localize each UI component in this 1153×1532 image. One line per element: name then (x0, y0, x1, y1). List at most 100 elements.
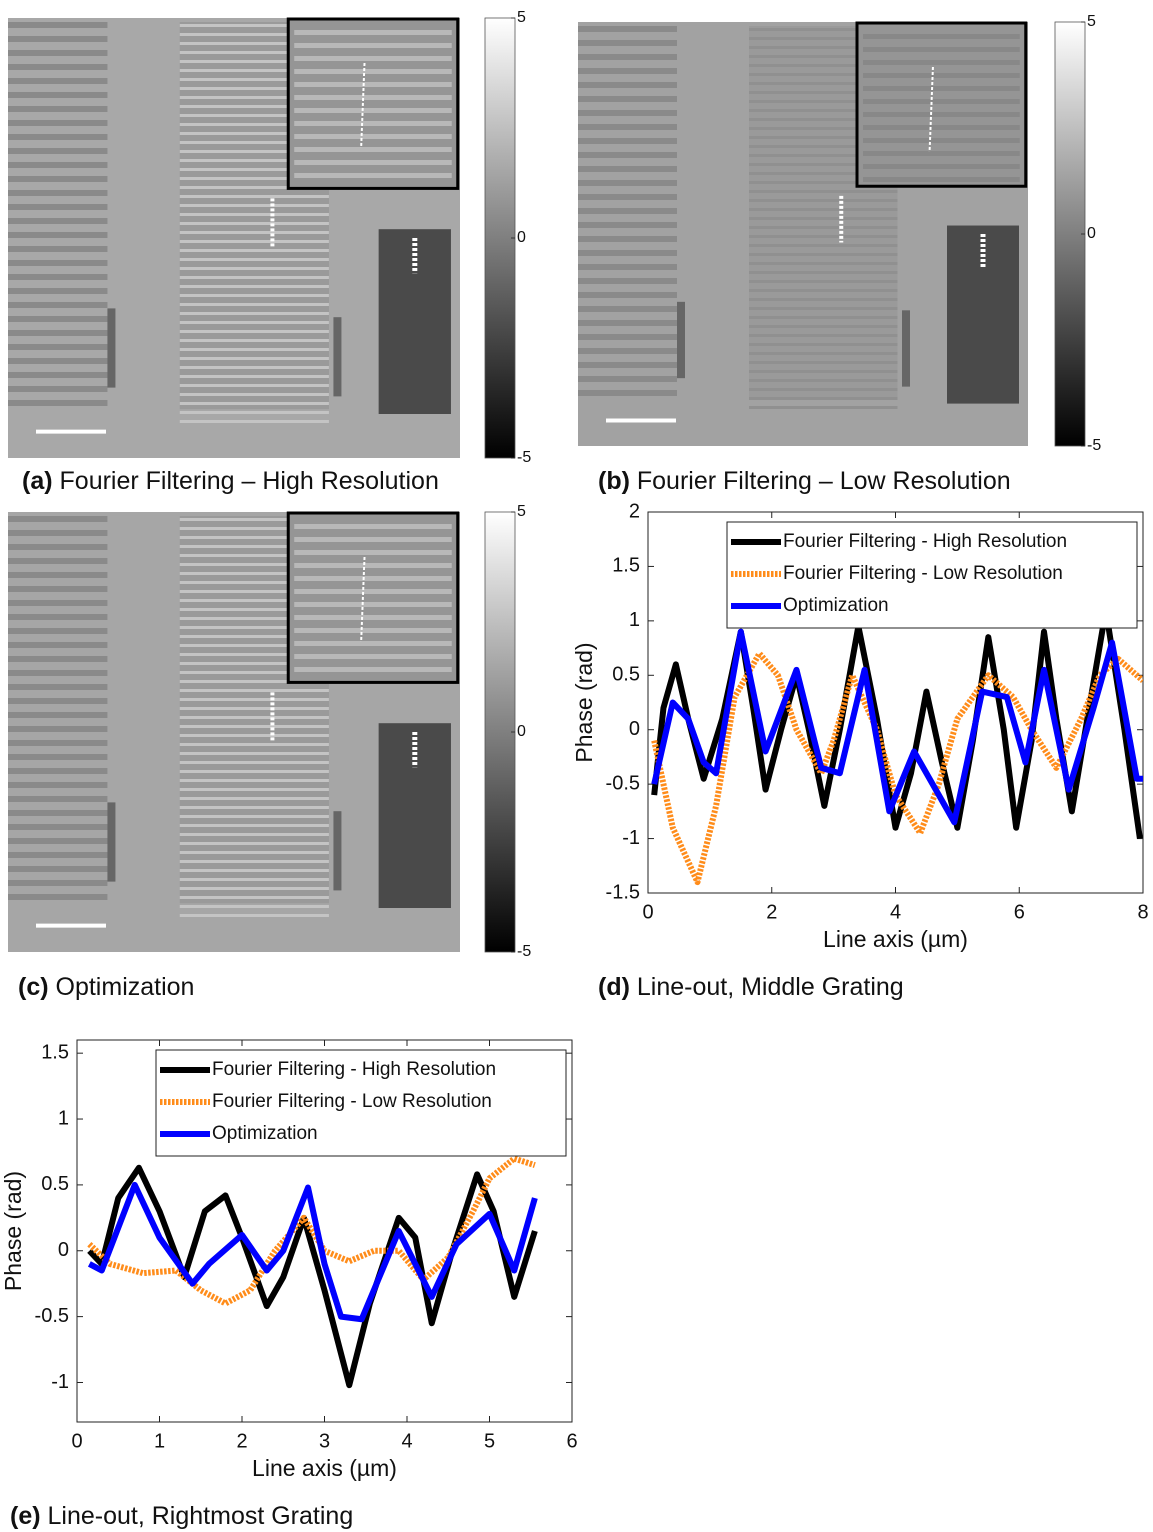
grating-bar (179, 671, 329, 674)
inset-marker (928, 66, 934, 153)
grating-bar (749, 244, 898, 247)
grating-bar (8, 684, 108, 690)
grating-bar (179, 339, 329, 342)
grating-bar (179, 141, 329, 144)
grating-bar (8, 134, 108, 140)
grating-bar (749, 208, 898, 211)
grating-bar (179, 204, 329, 207)
grating-bar (179, 869, 329, 872)
grating-bar (179, 411, 329, 414)
grating-bar (749, 397, 898, 400)
grating-bar (749, 289, 898, 292)
grating-bar (749, 262, 898, 265)
grating-bar (749, 325, 898, 328)
grating-bar (8, 768, 108, 774)
grating-bar (578, 124, 677, 130)
grating-bar (749, 280, 898, 283)
dark-grating (947, 225, 1019, 404)
grating-bar (179, 105, 329, 108)
grating-bar (179, 375, 329, 378)
grating-bar (8, 880, 108, 886)
grating-bar (8, 712, 108, 718)
grating-bar (749, 172, 898, 175)
x-tick-label: 6 (1014, 901, 1025, 923)
colorbar-tick-label: 0 (517, 229, 526, 246)
grating-bar (749, 352, 898, 355)
y-axis-label: Phase (rad) (0, 1171, 26, 1291)
grating-bar (179, 824, 329, 827)
grating-bar (179, 303, 329, 306)
grating-bar (749, 226, 898, 229)
grating-bar (179, 420, 329, 423)
inset-bar (294, 69, 452, 74)
inset-bar (294, 121, 452, 126)
grating-bar (8, 544, 108, 550)
legend-box (726, 521, 1138, 629)
grating-bar (179, 680, 329, 683)
grating-bar (8, 64, 108, 70)
caption: (d) Line-out, Middle Grating (598, 973, 904, 1001)
y-tick-label: -1.5 (606, 881, 640, 903)
defect (107, 802, 116, 882)
grating-bar (578, 166, 677, 172)
grating-bar (749, 73, 898, 76)
grating-bar (749, 235, 898, 238)
grating-bar (8, 120, 108, 126)
inset-bar (294, 160, 452, 165)
grating-bar (578, 250, 677, 256)
grating-bar (578, 348, 677, 354)
x-tick-label: 2 (236, 1430, 247, 1452)
grating-bar (179, 213, 329, 216)
grating-bar (578, 96, 677, 102)
grating-bar (179, 725, 329, 728)
grating-bar (179, 366, 329, 369)
inset-bar (294, 563, 452, 568)
inset-bar (294, 641, 452, 646)
grating-bar (179, 240, 329, 243)
grating-bar (8, 698, 108, 704)
grating-bar (8, 330, 108, 336)
grating-bar (179, 734, 329, 737)
grating-bar (749, 145, 898, 148)
grating-bar (749, 127, 898, 130)
grating-bar (179, 653, 329, 656)
grating-bar (8, 36, 108, 42)
dark-grating (378, 229, 451, 414)
grating-bar (179, 114, 329, 117)
grating-bar (749, 82, 898, 85)
x-tick-label: 6 (566, 1430, 577, 1452)
colorbar (484, 17, 516, 459)
inset-bar (294, 30, 452, 35)
inset-bar (863, 60, 1020, 65)
grating-bar (749, 55, 898, 58)
legend-label: Fourier Filtering - High Resolution (783, 531, 1067, 552)
grating-bar (749, 253, 898, 256)
grating-bar (749, 379, 898, 382)
grating-bar (749, 406, 898, 409)
grating-bar (8, 516, 108, 522)
grating-bar (578, 390, 677, 396)
grating-bar (179, 78, 329, 81)
inset-marker (360, 556, 366, 643)
grating-bar (749, 361, 898, 364)
grating-bar (578, 292, 677, 298)
grating-bar (8, 656, 108, 662)
grating-bar (8, 838, 108, 844)
grating-bar (8, 894, 108, 900)
colorbar-tick-label: -5 (517, 449, 531, 466)
grating-bar (749, 307, 898, 310)
grating-bar (8, 852, 108, 858)
x-tick-label: 4 (401, 1430, 412, 1452)
grating-bar (8, 372, 108, 378)
grating-bar (179, 276, 329, 279)
inset-bar (863, 151, 1020, 156)
grating-bar (578, 54, 677, 60)
x-tick-label: 1 (154, 1430, 165, 1452)
grating-bar (179, 312, 329, 315)
grating-bar (179, 572, 329, 575)
grating-bar (749, 271, 898, 274)
caption: (b) Fourier Filtering – Low Resolution (598, 467, 1011, 495)
grating-bar (578, 334, 677, 340)
grating-bar (8, 810, 108, 816)
inset-bar (294, 576, 452, 581)
